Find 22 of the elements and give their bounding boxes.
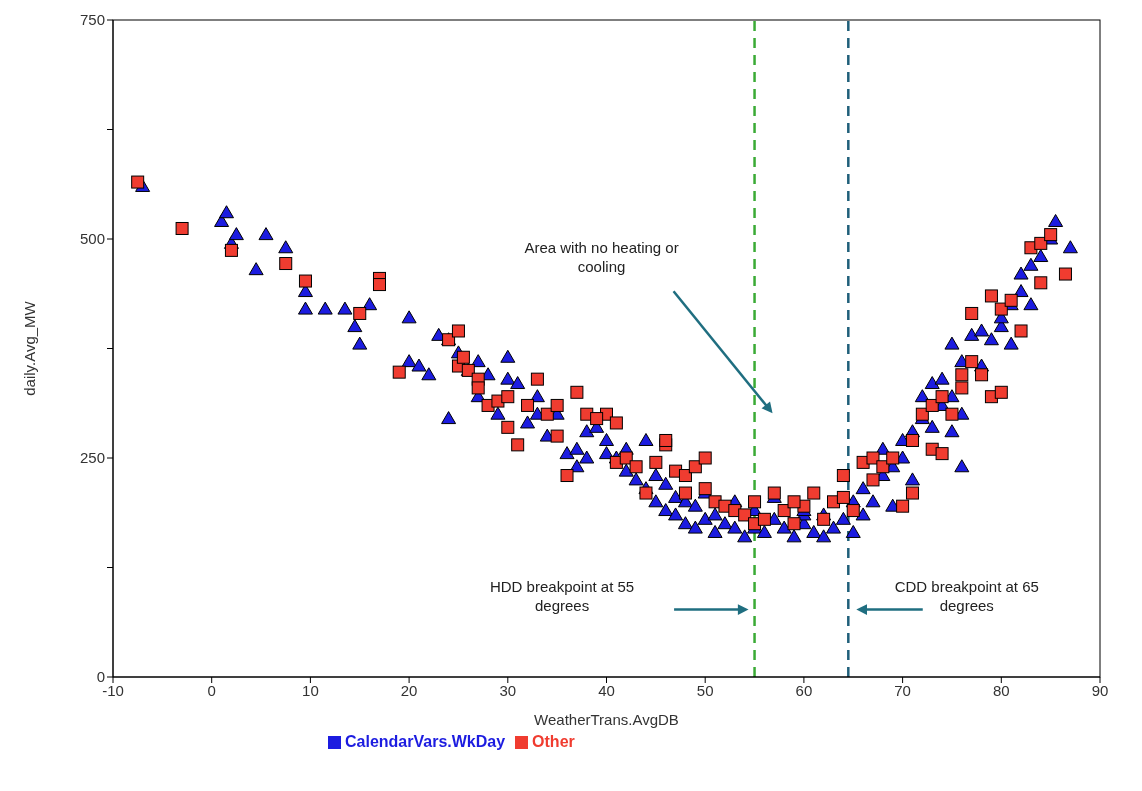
x-tick-label: 90 [1091,681,1109,699]
y-tick-label: 750 [79,11,105,29]
x-tick-label: 60 [795,681,813,699]
x-tick-label: 20 [400,681,418,699]
legend-label: CalendarVars.WkDay [345,733,506,750]
x-tick-label: 30 [499,681,517,699]
x-tick-label: 50 [696,681,714,699]
annotation: HDD breakpoint at 55 degrees [489,577,635,614]
x-tick-label: 40 [598,681,615,699]
y-tick-label: 250 [79,449,105,467]
annotation: Area with no heating or cooling [524,239,679,276]
annotation: CDD breakpoint at 65 degrees [894,577,1039,614]
y-tick-label: 500 [79,230,105,248]
y-tick-label: 0 [96,668,105,686]
x-tick-label: 10 [302,681,319,699]
x-tick-label: 0 [207,681,216,699]
legend-label: Other [532,733,575,750]
x-tick-label: 80 [992,681,1010,699]
x-tick-label: 70 [894,681,911,699]
x-tick-label: -10 [102,681,124,699]
y-axis-title: daily.Avg_MW [21,300,39,396]
x-axis-title: WeatherTrans.AvgDB [534,711,679,728]
